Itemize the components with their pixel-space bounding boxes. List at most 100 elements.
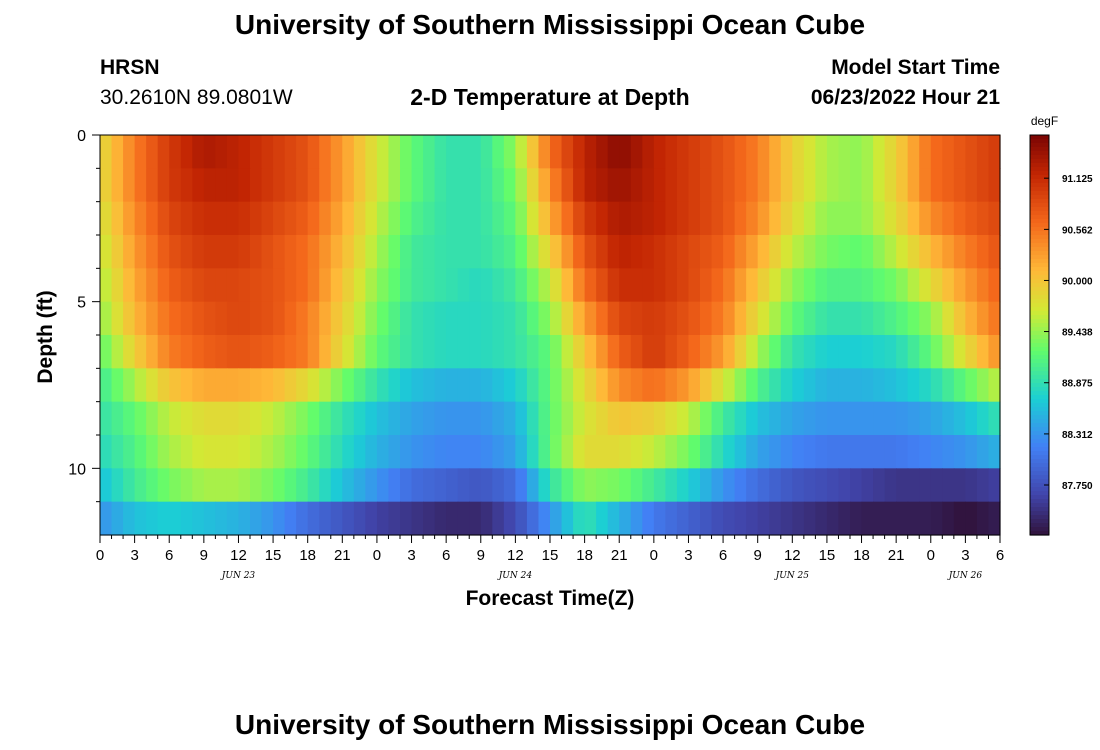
heatmap-cell	[157, 335, 170, 369]
heatmap-cell	[676, 501, 690, 536]
heatmap-cell	[319, 368, 332, 403]
heatmap-cell	[469, 501, 482, 536]
colorbar-segment	[1030, 471, 1049, 476]
date-label: JUN 23	[220, 571, 256, 581]
heatmap-cell	[134, 135, 147, 169]
heatmap-cell	[180, 335, 193, 369]
heatmap-cell	[250, 168, 263, 203]
heatmap-cell	[803, 301, 816, 336]
colorbar-segment	[1030, 419, 1049, 424]
heatmap-cell	[746, 368, 759, 403]
heatmap-cell	[815, 235, 828, 269]
heatmap-cell	[723, 435, 736, 469]
heatmap-cell	[653, 168, 666, 203]
heatmap-cell	[665, 368, 678, 403]
colorbar-segment	[1030, 499, 1049, 504]
heatmap-cell	[630, 435, 643, 469]
colorbar-segment	[1030, 515, 1049, 520]
heatmap-cell	[446, 201, 459, 236]
heatmap-cell	[769, 435, 782, 469]
heatmap-cell	[665, 268, 678, 303]
heatmap-cell	[330, 335, 343, 369]
heatmap-cell	[550, 335, 563, 369]
heatmap-cell	[711, 235, 724, 269]
heatmap-cell	[826, 301, 840, 336]
x-tick-label: 18	[576, 547, 593, 564]
heatmap-cell	[111, 435, 124, 469]
heatmap-cell	[423, 335, 436, 369]
heatmap-cell	[226, 468, 240, 503]
colorbar-segment	[1030, 263, 1049, 268]
heatmap-cell	[411, 201, 424, 236]
y-tick-label: 5	[77, 295, 86, 312]
heatmap-cell	[919, 235, 932, 269]
heatmap-cells	[100, 135, 1001, 536]
colorbar-segment	[1030, 447, 1049, 452]
heatmap-cell	[965, 168, 978, 203]
heatmap-cell	[573, 301, 586, 336]
heatmap-cell	[261, 468, 274, 503]
heatmap-cell	[861, 435, 874, 469]
heatmap-cell	[330, 501, 343, 536]
heatmap-cell	[215, 201, 228, 236]
heatmap-cell	[919, 435, 932, 469]
heatmap-cell	[469, 401, 482, 436]
heatmap-cell	[457, 401, 470, 436]
colorbar-segment	[1030, 243, 1049, 248]
colorbar-segment	[1030, 295, 1049, 300]
heatmap-cell	[930, 435, 943, 469]
x-tick-label: 21	[334, 547, 351, 564]
model-start-value: 06/23/2022 Hour 21	[810, 86, 1000, 109]
heatmap-cell	[919, 168, 932, 203]
heatmap-cell	[273, 401, 286, 436]
heatmap-cell	[111, 235, 124, 269]
heatmap-cell	[792, 135, 805, 169]
heatmap-cell	[296, 368, 309, 403]
heatmap-cell	[907, 268, 920, 303]
heatmap-cell	[792, 501, 805, 536]
x-tick-label: 6	[996, 547, 1004, 564]
heatmap-cell	[642, 201, 655, 236]
heatmap-cell	[469, 135, 482, 169]
heatmap-cell	[307, 168, 320, 203]
heatmap-cell	[400, 468, 413, 503]
heatmap-cell	[942, 235, 955, 269]
heatmap-cell	[169, 368, 182, 403]
heatmap-cell	[584, 235, 597, 269]
heatmap-cell	[273, 368, 286, 403]
heatmap-cell	[734, 168, 747, 203]
heatmap-cell	[976, 301, 990, 336]
heatmap-cell	[111, 168, 124, 203]
colorbar-segment	[1030, 163, 1049, 168]
heatmap-cell	[792, 168, 805, 203]
heatmap-cell	[676, 368, 690, 403]
heatmap-cell	[642, 468, 655, 503]
colorbar-tick-label: 88.875	[1062, 379, 1093, 390]
heatmap-cell	[342, 335, 355, 369]
heatmap-cell	[723, 335, 736, 369]
heatmap-cell	[353, 368, 366, 403]
heatmap-cell	[250, 201, 263, 236]
heatmap-cell	[942, 401, 955, 436]
heatmap-cell	[238, 201, 251, 236]
heatmap-cell	[896, 468, 909, 503]
heatmap-cell	[307, 268, 320, 303]
heatmap-cell	[619, 468, 632, 503]
heatmap-cell	[376, 501, 390, 536]
heatmap-cell	[873, 301, 886, 336]
heatmap-cell	[942, 201, 955, 236]
heatmap-cell	[123, 335, 136, 369]
heatmap-cell	[965, 135, 978, 169]
heatmap-cell	[607, 301, 620, 336]
heatmap-cell	[250, 268, 263, 303]
heatmap-cell	[665, 435, 678, 469]
heatmap-cell	[388, 335, 401, 369]
heatmap-cell	[884, 468, 897, 503]
heatmap-cell	[700, 468, 713, 503]
heatmap-cell	[342, 501, 355, 536]
heatmap-cell	[953, 201, 966, 236]
heatmap-cell	[815, 335, 828, 369]
heatmap-cell	[515, 401, 528, 436]
heatmap-cell	[134, 168, 147, 203]
heatmap-cell	[826, 201, 840, 236]
